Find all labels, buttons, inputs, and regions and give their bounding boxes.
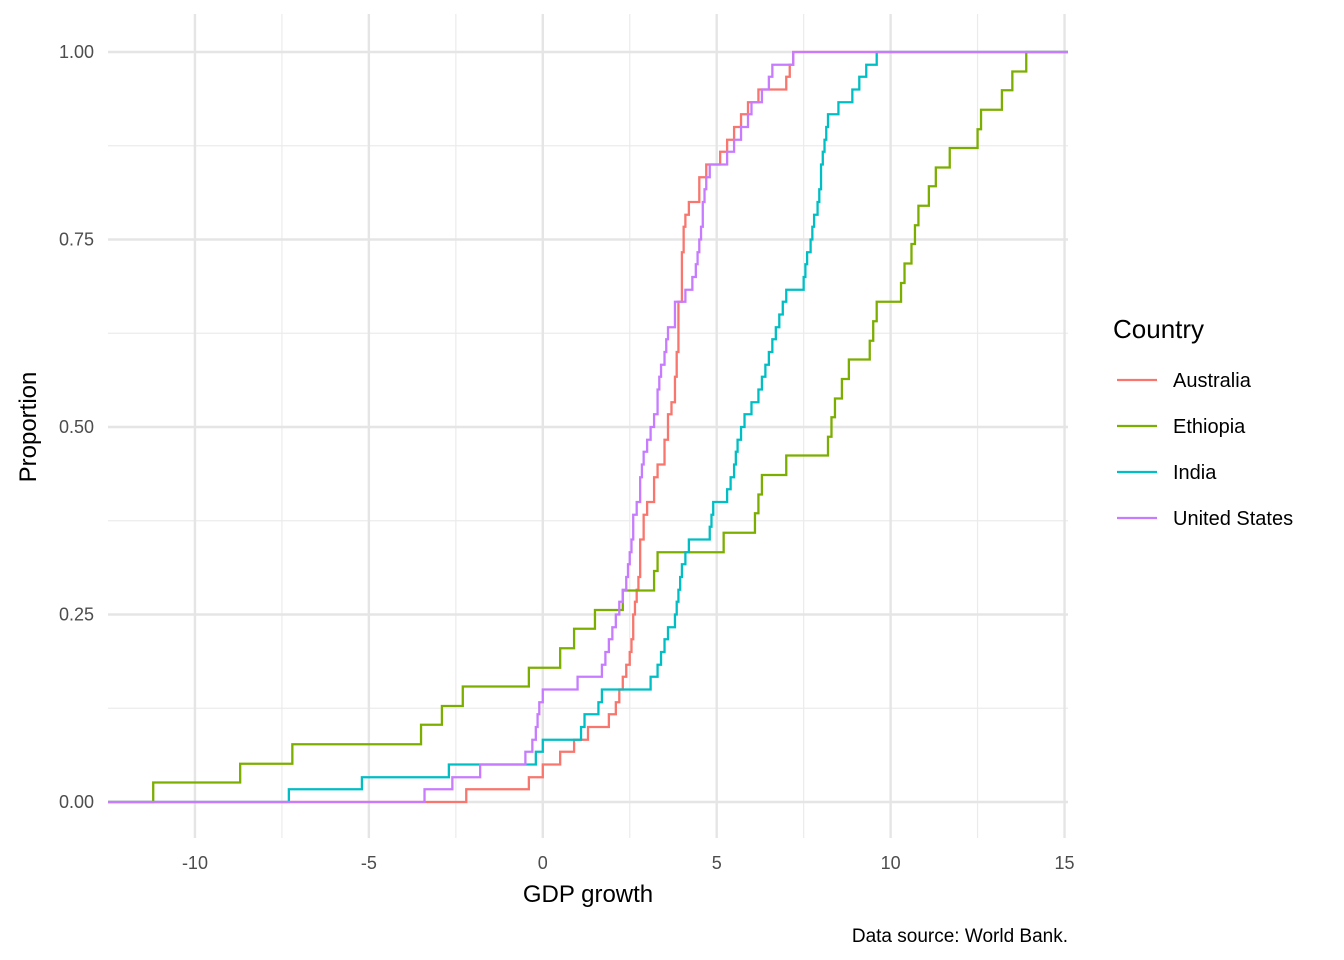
x-tick-label: 15	[1055, 853, 1075, 873]
series-line-india	[108, 50, 1068, 804]
grid-major	[108, 14, 1068, 838]
series-layer	[108, 50, 1068, 804]
x-tick-label: -5	[361, 853, 377, 873]
legend-label-india: India	[1173, 462, 1217, 484]
y-tick-label: 0.50	[59, 417, 94, 437]
x-tick-labels: -10 -5 0 5 10 15	[182, 853, 1075, 873]
y-tick-label: 1.00	[59, 42, 94, 62]
series-line-ethiopia	[108, 50, 1068, 804]
series-line-united-states	[108, 50, 1068, 804]
x-tick-label: 10	[881, 853, 901, 873]
x-axis-title: GDP growth	[523, 881, 653, 908]
y-axis-title: Proportion	[15, 372, 42, 483]
legend-title: Country	[1113, 314, 1204, 344]
y-tick-label: 0.75	[59, 230, 94, 250]
x-tick-label: 0	[538, 853, 548, 873]
x-tick-label: -10	[182, 853, 208, 873]
series-line-australia	[108, 50, 1068, 804]
x-tick-label: 5	[712, 853, 722, 873]
y-tick-label: 0.25	[59, 605, 94, 625]
legend-label-united-states: United States	[1173, 508, 1293, 530]
y-tick-labels: 0.00 0.25 0.50 0.75 1.00	[59, 42, 94, 812]
legend-label-ethiopia: Ethiopia	[1173, 416, 1246, 438]
legend: Country Australia Ethiopia India United Sta…	[1113, 314, 1293, 530]
y-tick-label: 0.00	[59, 792, 94, 812]
caption: Data source: World Bank.	[852, 926, 1068, 947]
legend-label-australia: Australia	[1173, 370, 1252, 392]
